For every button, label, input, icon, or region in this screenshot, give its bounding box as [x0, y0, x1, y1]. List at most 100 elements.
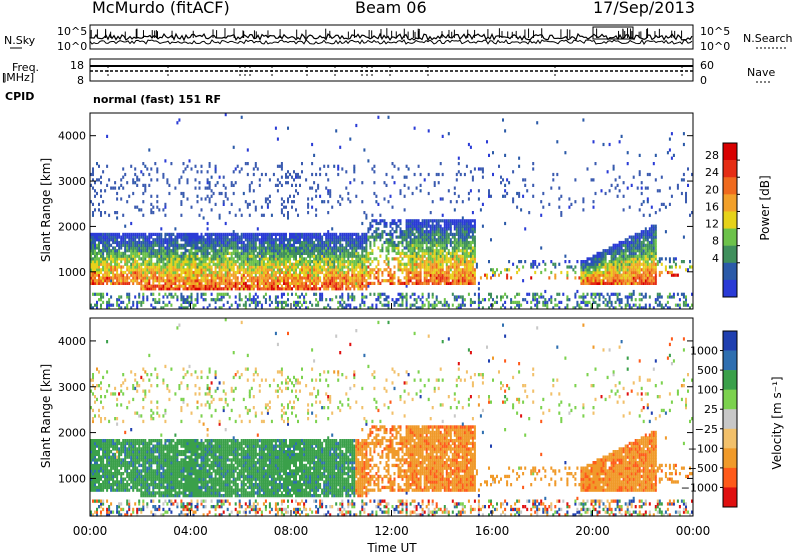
power-cell	[467, 279, 470, 283]
power-cell	[140, 270, 143, 275]
power-cell	[126, 232, 129, 236]
power-cell	[138, 254, 141, 258]
power-cell	[216, 257, 219, 261]
power-cell	[421, 292, 424, 296]
power-cell	[307, 238, 310, 242]
power-cell	[244, 270, 247, 275]
power-cell	[319, 194, 322, 198]
power-cell	[447, 240, 450, 245]
power-cell	[580, 260, 583, 264]
power-cell	[313, 279, 316, 283]
power-cell	[443, 300, 446, 304]
power-cell	[439, 270, 442, 275]
power-cell	[154, 232, 157, 236]
power-cell	[112, 303, 115, 307]
power-cell	[236, 268, 239, 272]
power-cell	[327, 303, 330, 307]
power-cell	[471, 270, 474, 275]
power-cell	[463, 303, 466, 307]
power-cell	[250, 265, 253, 269]
power-cell	[389, 230, 392, 234]
power-cell	[363, 240, 366, 245]
power-cell	[291, 249, 294, 253]
power-cell	[357, 273, 360, 277]
power-cell	[291, 175, 294, 179]
power-cell	[582, 200, 585, 204]
power-cell	[164, 246, 167, 250]
power-cell	[477, 167, 480, 171]
power-cell	[471, 219, 474, 223]
power-cell	[188, 232, 191, 236]
power-cell	[457, 303, 460, 307]
power-cell	[584, 268, 587, 272]
power-cell	[226, 262, 229, 266]
power-cell	[447, 279, 450, 283]
power-cell	[104, 235, 107, 239]
power-cell	[160, 249, 163, 253]
power-cell	[357, 265, 360, 269]
power-cell	[361, 232, 364, 236]
power-cell	[431, 268, 434, 272]
power-cell	[315, 268, 318, 272]
power-cell	[321, 260, 324, 264]
power-cell	[566, 270, 569, 275]
power-cell	[224, 113, 227, 117]
power-cell	[174, 240, 177, 245]
power-cell	[425, 227, 428, 231]
power-cell	[353, 167, 356, 171]
power-cell	[293, 300, 296, 304]
power-cell	[130, 249, 133, 253]
power-cell	[146, 287, 149, 291]
power-cell	[202, 273, 205, 277]
power-cell	[435, 260, 438, 264]
power-cell	[212, 262, 215, 266]
power-cell	[401, 240, 404, 245]
power-cell	[341, 262, 344, 266]
power-cell	[287, 211, 290, 215]
power-cell	[128, 260, 131, 264]
power-cell	[325, 172, 328, 177]
power-cell	[200, 235, 203, 239]
power-cell	[150, 262, 153, 266]
power-cell	[116, 191, 119, 196]
power-cell	[194, 235, 197, 239]
power-cell	[287, 270, 290, 275]
power-cell	[447, 276, 450, 280]
power-cell	[176, 276, 179, 280]
power-cell	[459, 260, 462, 264]
power-cell	[409, 221, 412, 226]
power-cell	[190, 276, 193, 280]
power-cell	[369, 227, 372, 231]
power-cell	[262, 281, 265, 285]
power-cell	[313, 246, 316, 250]
power-cell	[136, 306, 139, 310]
power-cell	[345, 251, 348, 255]
power-cell	[140, 273, 143, 277]
power-cell	[283, 205, 286, 209]
power-cell	[471, 300, 474, 304]
power-cell	[586, 281, 589, 285]
power-cell	[236, 232, 239, 236]
power-cell	[106, 243, 109, 247]
power-cell	[106, 254, 109, 258]
power-cell	[321, 292, 324, 296]
power-cell	[134, 167, 137, 171]
power-cell	[441, 249, 444, 253]
power-cell	[94, 194, 97, 198]
power-cell	[252, 279, 255, 283]
power-cell	[289, 287, 292, 291]
power-cell	[289, 265, 292, 269]
power-cell	[186, 260, 189, 264]
power-cell	[166, 254, 169, 258]
power-cell	[393, 181, 396, 185]
power-cell	[144, 268, 147, 272]
power-cell	[473, 238, 476, 242]
power-cell	[274, 279, 277, 283]
power-cell	[274, 240, 277, 245]
power-cell	[409, 254, 412, 258]
power-cell	[423, 270, 426, 275]
power-cell	[182, 298, 185, 302]
power-cell	[258, 178, 261, 182]
power-cell	[150, 303, 153, 307]
power-cell	[280, 197, 283, 201]
